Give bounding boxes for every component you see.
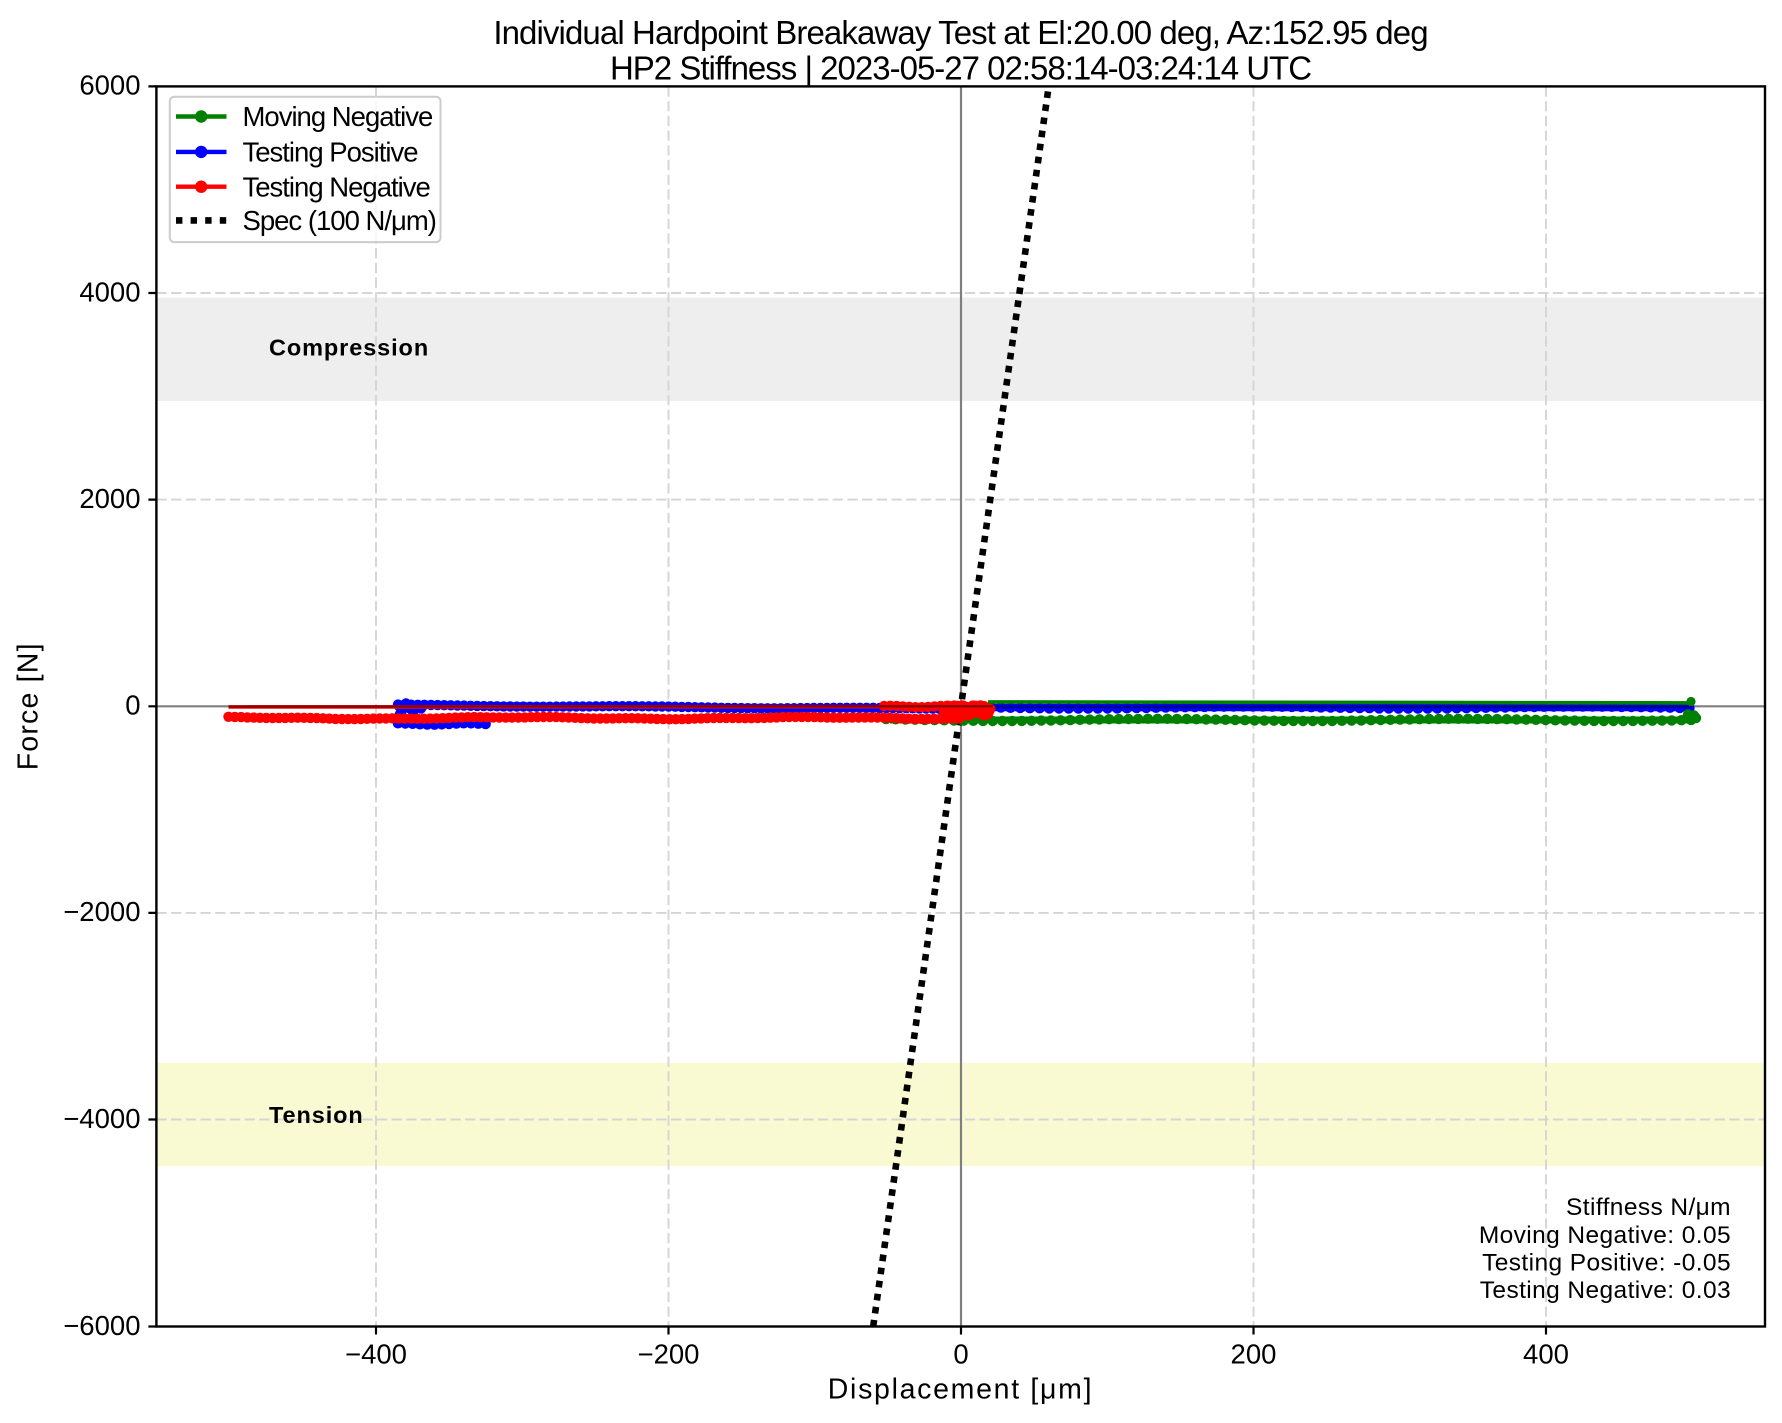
svg-text:−400: −400: [345, 1339, 407, 1370]
svg-text:6000: 6000: [79, 70, 140, 101]
svg-text:Tension: Tension: [269, 1102, 364, 1128]
svg-text:2000: 2000: [79, 483, 140, 514]
svg-text:HP2 Stiffness | 2023-05-27 02:: HP2 Stiffness | 2023-05-27 02:58:14-03:2…: [610, 50, 1311, 87]
svg-text:Testing Positive: Testing Positive: [243, 137, 419, 168]
svg-text:Individual Hardpoint Breakaway: Individual Hardpoint Breakaway Test at E…: [493, 14, 1427, 51]
svg-text:Stiffness N/μm: Stiffness N/μm: [1566, 1194, 1731, 1221]
svg-text:Compression: Compression: [269, 335, 429, 361]
svg-text:Testing Positive: -0.05: Testing Positive: -0.05: [1482, 1249, 1731, 1276]
svg-text:−6000: −6000: [63, 1310, 140, 1341]
svg-text:0: 0: [953, 1339, 968, 1370]
svg-text:Force [N]: Force [N]: [13, 642, 45, 770]
svg-text:Testing Negative: 0.03: Testing Negative: 0.03: [1480, 1277, 1731, 1304]
svg-text:−200: −200: [638, 1339, 700, 1370]
svg-text:Spec (100 N/μm): Spec (100 N/μm): [243, 205, 436, 236]
svg-text:−2000: −2000: [63, 896, 140, 927]
svg-text:200: 200: [1231, 1339, 1277, 1370]
svg-text:0: 0: [125, 690, 140, 721]
svg-text:Testing Negative: Testing Negative: [243, 171, 431, 202]
svg-text:−4000: −4000: [63, 1103, 140, 1134]
svg-text:Moving Negative: 0.05: Moving Negative: 0.05: [1479, 1222, 1731, 1249]
svg-text:Moving Negative: Moving Negative: [243, 101, 434, 132]
svg-text:400: 400: [1523, 1339, 1569, 1370]
svg-text:Displacement [μm]: Displacement [μm]: [828, 1374, 1093, 1406]
svg-text:4000: 4000: [79, 276, 140, 307]
